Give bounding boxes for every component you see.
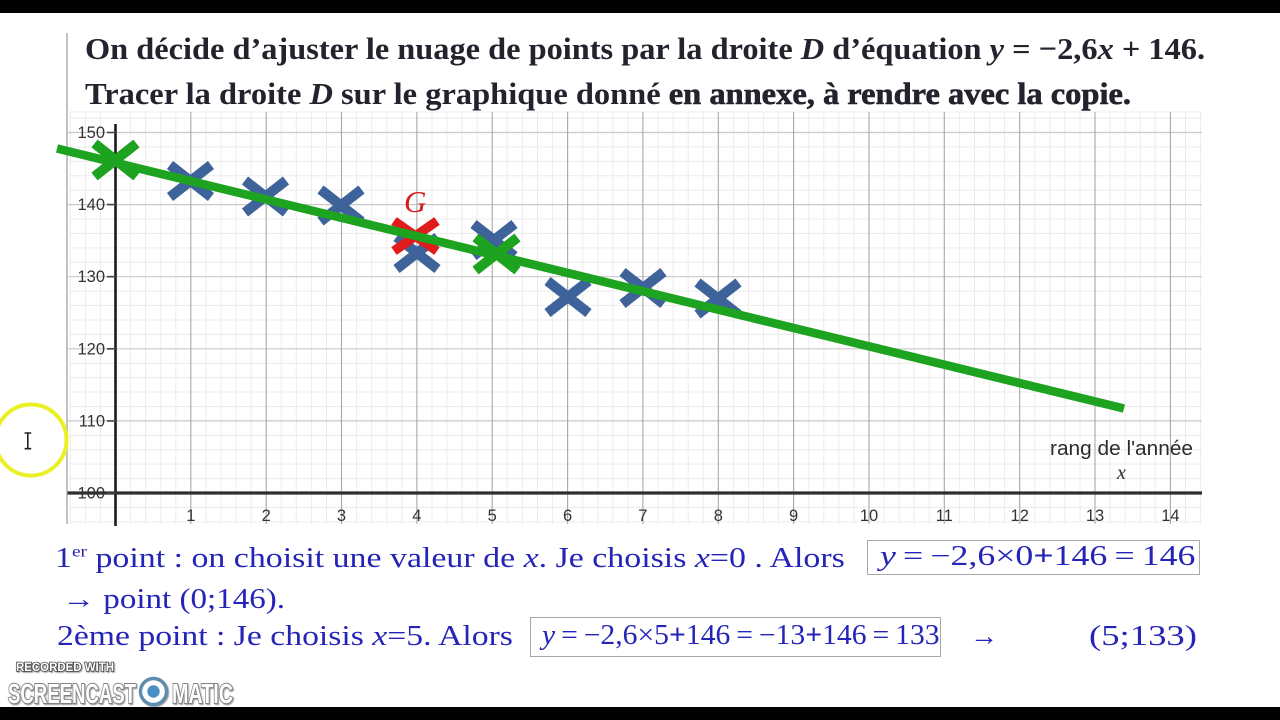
svg-text:RECORDED WITH: RECORDED WITH xyxy=(16,662,114,674)
svg-text:8: 8 xyxy=(714,507,723,525)
svg-text:1: 1 xyxy=(186,507,195,525)
svg-text:x: x xyxy=(1116,462,1126,484)
svg-text:7: 7 xyxy=(638,507,647,525)
svg-text:10: 10 xyxy=(860,507,878,525)
svg-text:G: G xyxy=(404,184,426,219)
svg-text:9: 9 xyxy=(789,507,798,525)
svg-text:100: 100 xyxy=(77,485,105,503)
svg-text:MATIC: MATIC xyxy=(172,678,233,709)
svg-text:rang de l'année: rang de l'année xyxy=(1050,438,1193,460)
svg-text:13: 13 xyxy=(1086,507,1104,525)
svg-text:12: 12 xyxy=(1011,507,1029,525)
svg-text:120: 120 xyxy=(77,340,105,358)
svg-text:4: 4 xyxy=(412,507,421,525)
svg-text:11: 11 xyxy=(936,507,953,525)
svg-text:14: 14 xyxy=(1161,507,1179,525)
svg-text:SCREENCAST: SCREENCAST xyxy=(8,678,136,709)
svg-text:2: 2 xyxy=(262,507,271,525)
svg-text:140: 140 xyxy=(77,196,105,214)
svg-text:110: 110 xyxy=(79,412,105,430)
svg-text:3: 3 xyxy=(337,507,346,525)
svg-text:150: 150 xyxy=(77,124,105,142)
svg-text:130: 130 xyxy=(77,268,105,286)
svg-text:5: 5 xyxy=(488,507,497,525)
svg-text:6: 6 xyxy=(563,507,572,525)
